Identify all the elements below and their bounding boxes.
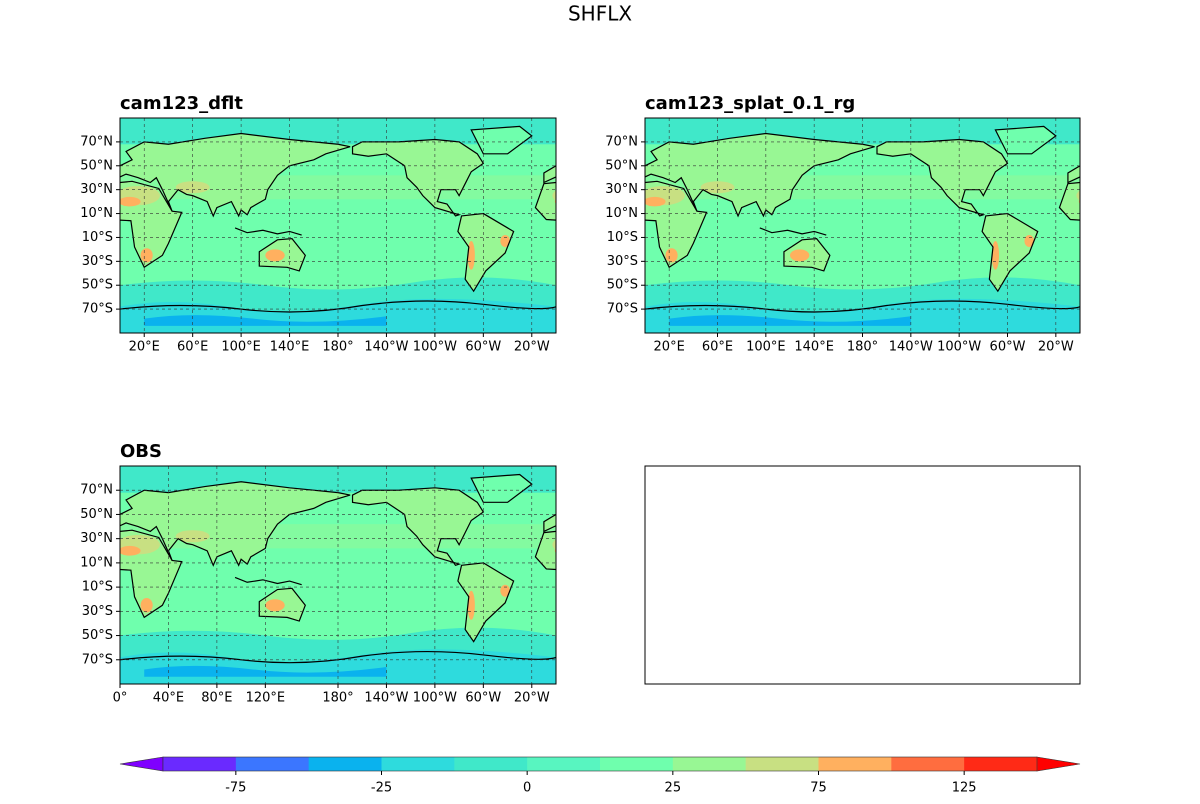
y-tick-label: 30°S bbox=[82, 604, 113, 619]
x-tick-label: 180° bbox=[847, 340, 878, 355]
x-tick-label: 100°W bbox=[413, 340, 457, 355]
x-tick-label: 60°E bbox=[177, 340, 208, 355]
x-tick-label: 140°W bbox=[364, 340, 408, 355]
y-tick-label: 70°N bbox=[80, 134, 113, 149]
y-tick-label: 70°N bbox=[605, 134, 638, 149]
x-tick-label: 180° bbox=[322, 340, 353, 355]
colorbar-tick-label: 0 bbox=[523, 781, 531, 796]
y-tick-label: 50°N bbox=[605, 158, 638, 173]
colorbar-segment bbox=[600, 757, 674, 771]
colorbar-segment bbox=[891, 757, 965, 771]
figure-title: SHFLX bbox=[568, 2, 632, 26]
x-tick-label: 60°E bbox=[702, 340, 733, 355]
colorbar-segment bbox=[745, 757, 819, 771]
panel-title: cam123_dflt bbox=[120, 93, 243, 114]
x-tick-label: 40°E bbox=[153, 691, 184, 706]
x-tick-label: 100°W bbox=[937, 340, 981, 355]
panel-frame bbox=[119, 117, 557, 334]
colorbar-segment bbox=[818, 757, 892, 771]
y-tick-label: 10°N bbox=[605, 206, 638, 221]
x-tick-label: 60°W bbox=[465, 340, 501, 355]
map-field bbox=[0, 466, 968, 684]
colorbar-segment bbox=[163, 757, 237, 771]
y-tick-label: 10°S bbox=[82, 230, 113, 245]
colorbar-extend-over bbox=[1036, 756, 1081, 772]
colorbar-tick-label: -75 bbox=[225, 781, 246, 796]
x-tick-label: 0° bbox=[113, 691, 128, 706]
x-tick-label: 20°W bbox=[1038, 340, 1074, 355]
x-tick-label: 20°W bbox=[514, 340, 550, 355]
x-tick-label: 20°E bbox=[129, 340, 160, 355]
x-tick-label: 140°E bbox=[794, 340, 834, 355]
empty-panel bbox=[644, 465, 1081, 685]
y-tick-label: 50°N bbox=[80, 507, 113, 522]
x-tick-label: 140°W bbox=[889, 340, 933, 355]
y-tick-label: 10°N bbox=[80, 555, 113, 570]
colorbar-extend-under bbox=[119, 756, 164, 772]
y-tick-label: 10°S bbox=[607, 230, 638, 245]
colorbar-segment bbox=[381, 757, 455, 771]
y-tick-label: 70°S bbox=[82, 302, 113, 317]
x-tick-label: 180° bbox=[322, 691, 353, 706]
colorbar-tick-label: 25 bbox=[665, 781, 682, 796]
y-tick-label: 70°S bbox=[607, 302, 638, 317]
colorbar-tick-label: -25 bbox=[371, 781, 392, 796]
panel-frame bbox=[119, 465, 557, 685]
y-tick-label: 30°N bbox=[605, 182, 638, 197]
y-tick-label: 30°N bbox=[80, 182, 113, 197]
y-tick-label: 10°S bbox=[82, 580, 113, 595]
y-tick-label: 30°S bbox=[82, 254, 113, 269]
y-tick-label: 50°S bbox=[82, 278, 113, 293]
y-tick-label: 30°S bbox=[607, 254, 638, 269]
x-tick-label: 120°E bbox=[246, 691, 286, 706]
x-tick-label: 60°W bbox=[990, 340, 1026, 355]
y-tick-label: 30°N bbox=[80, 531, 113, 546]
y-tick-label: 70°N bbox=[80, 483, 113, 498]
colorbar-segment bbox=[454, 757, 528, 771]
x-tick-label: 20°E bbox=[654, 340, 685, 355]
colorbar-frame bbox=[162, 756, 1038, 772]
colorbar-segment bbox=[527, 757, 601, 771]
y-tick-label: 50°N bbox=[80, 158, 113, 173]
panel-frame bbox=[644, 117, 1081, 334]
x-tick-label: 20°W bbox=[514, 691, 550, 706]
colorbar-segment bbox=[964, 757, 1038, 771]
x-tick-label: 140°W bbox=[364, 691, 408, 706]
colorbar-segment bbox=[235, 757, 310, 771]
y-tick-label: 50°S bbox=[82, 628, 113, 643]
x-tick-label: 140°E bbox=[270, 340, 310, 355]
x-tick-label: 100°E bbox=[746, 340, 786, 355]
colorbar-segment bbox=[672, 757, 747, 771]
y-tick-label: 10°N bbox=[80, 206, 113, 221]
colorbar-tick-label: 75 bbox=[810, 781, 827, 796]
x-tick-label: 100°W bbox=[413, 691, 457, 706]
x-tick-label: 100°E bbox=[221, 340, 261, 355]
x-tick-label: 80°E bbox=[201, 691, 232, 706]
colorbar-segment bbox=[308, 757, 382, 771]
panel-title: OBS bbox=[120, 441, 162, 462]
panel-title: cam123_splat_0.1_rg bbox=[645, 93, 855, 114]
y-tick-label: 70°S bbox=[82, 652, 113, 667]
x-tick-label: 60°W bbox=[465, 691, 501, 706]
colorbar-tick-label: 125 bbox=[952, 781, 977, 796]
y-tick-label: 50°S bbox=[607, 278, 638, 293]
